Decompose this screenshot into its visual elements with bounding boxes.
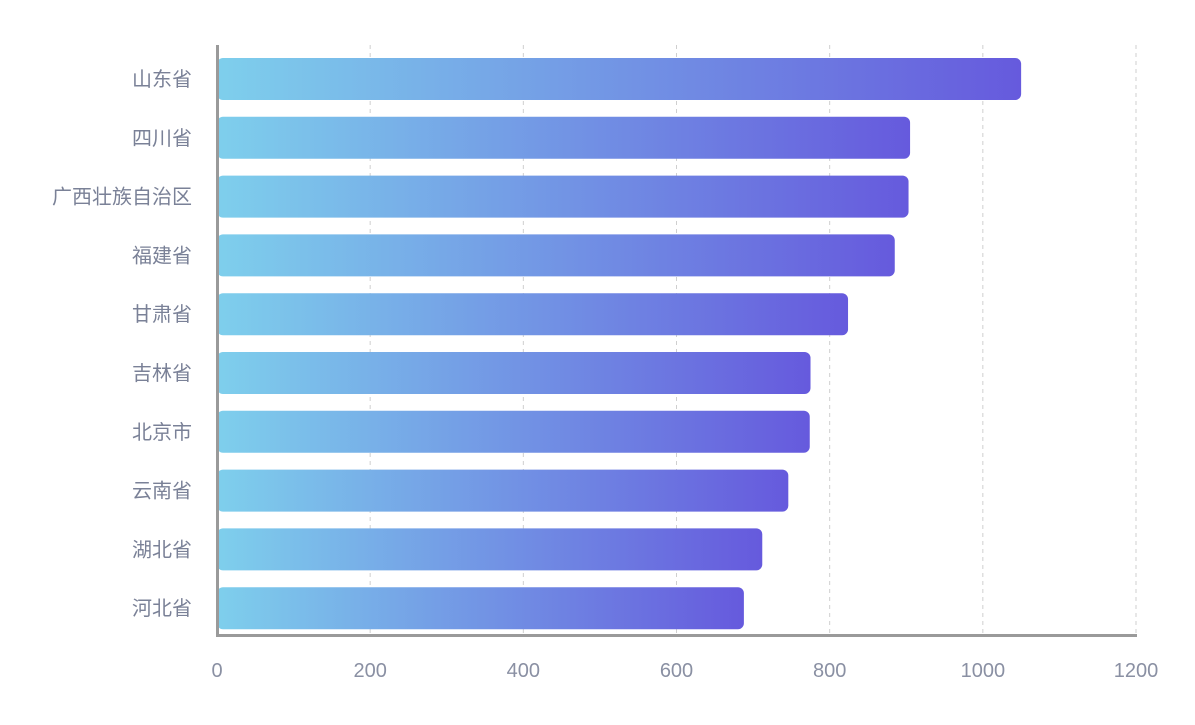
bar [217, 116, 911, 159]
category-label: 北京市 [132, 420, 192, 444]
x-tick-label: 1000 [961, 660, 1006, 682]
x-tick-label: 1200 [1114, 660, 1159, 682]
x-tick-labels: 0 200 400 600 800 1000 1200 [211, 660, 1158, 682]
category-label: 甘肃省 [132, 302, 192, 326]
bar [217, 293, 849, 336]
category-label: 广西壮族自治区 [52, 185, 192, 209]
bar [217, 528, 763, 571]
category-label: 湖北省 [132, 537, 192, 561]
bar [217, 352, 811, 394]
bar [217, 234, 895, 277]
x-tick-label: 400 [507, 660, 540, 682]
category-label: 河北省 [132, 596, 192, 620]
bar [217, 175, 909, 218]
x-tick-label: 200 [353, 660, 386, 682]
bar [217, 587, 744, 630]
bars [217, 58, 1022, 630]
category-label: 吉林省 [132, 361, 192, 385]
category-label: 山东省 [132, 67, 192, 91]
axes [216, 45, 1137, 637]
bar [217, 410, 810, 453]
bar [217, 58, 1022, 100]
category-label: 福建省 [132, 243, 192, 267]
x-tick-label: 600 [660, 660, 693, 682]
bar [217, 469, 789, 512]
category-label: 四川省 [132, 126, 192, 150]
x-tick-label: 0 [211, 660, 222, 682]
category-label: 云南省 [132, 479, 192, 503]
x-tick-label: 800 [813, 660, 846, 682]
